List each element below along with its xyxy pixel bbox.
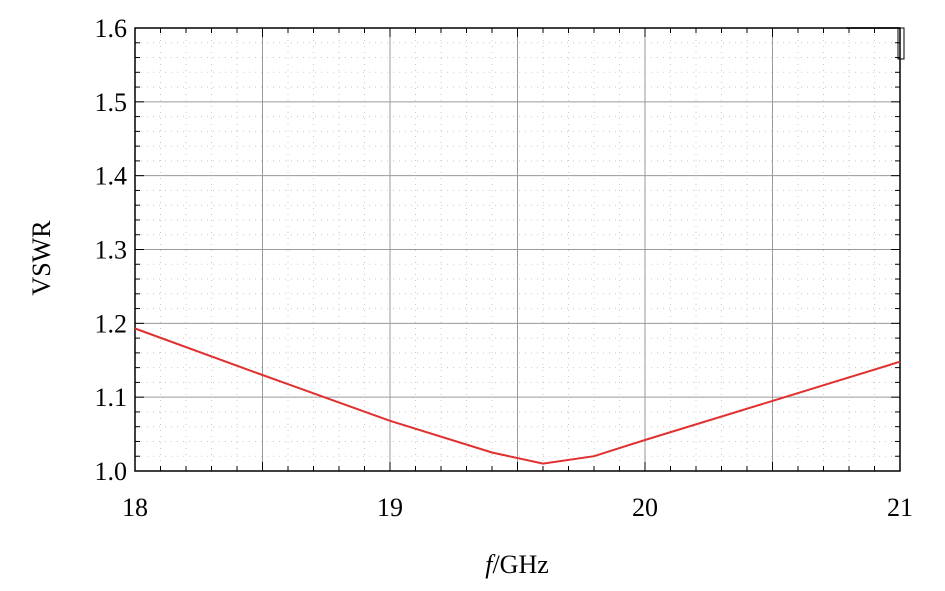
x-tick-label: 18 (122, 493, 148, 522)
x-tick-label: 21 (887, 493, 913, 522)
series-line (134, 327, 901, 465)
major-grid (135, 28, 900, 471)
y-tick-labels: 1.0 1.1 1.2 1.3 1.4 1.5 1.6 (95, 14, 128, 486)
y-tick-label: 1.5 (95, 88, 128, 117)
x-tick-label: 19 (377, 493, 403, 522)
x-axis-title-italic: f (485, 550, 496, 579)
y-tick-label: 1.0 (95, 457, 128, 486)
axis-ticks (134, 27, 901, 472)
y-axis-title: VSWR (27, 220, 56, 296)
y-tick-label: 1.2 (95, 309, 128, 338)
x-axis-title: f/GHz (485, 550, 549, 579)
x-tick-label: 20 (632, 493, 658, 522)
series-group (134, 327, 901, 465)
x-tick-labels: 18 19 20 21 (122, 493, 913, 522)
y-tick-label: 1.1 (95, 383, 128, 412)
y-tick-label: 1.4 (95, 162, 128, 191)
y-tick-label: 1.3 (95, 236, 128, 265)
plot-frame (134, 27, 901, 472)
x-axis-title-unit: /GHz (492, 550, 548, 579)
legend-box (846, 27, 905, 60)
y-tick-label: 1.6 (95, 14, 128, 43)
